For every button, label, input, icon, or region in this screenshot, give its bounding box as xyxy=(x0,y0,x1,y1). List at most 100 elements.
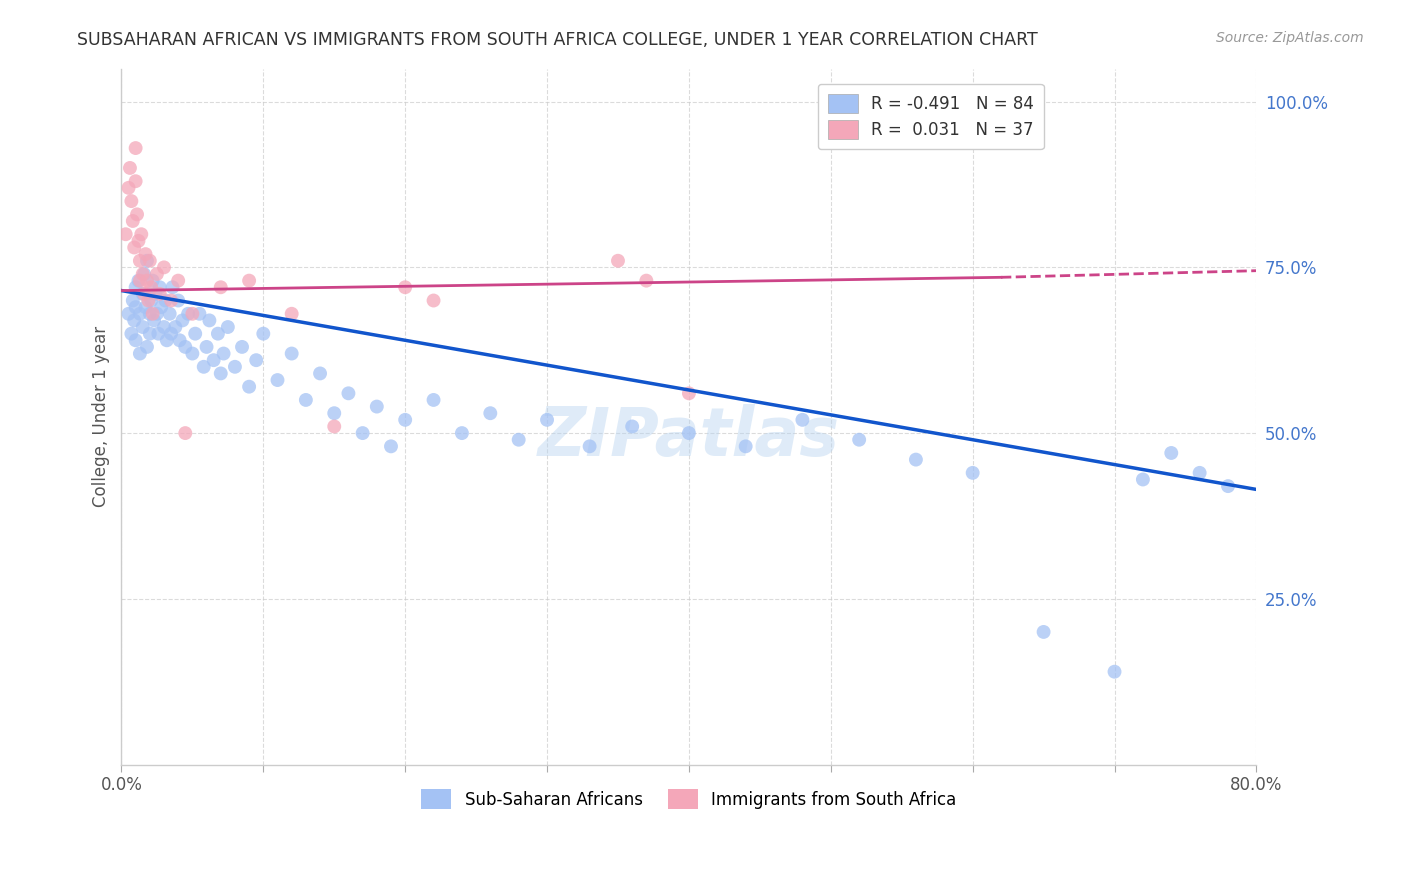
Point xyxy=(138,293,160,308)
Point xyxy=(337,386,360,401)
Point xyxy=(252,326,274,341)
Point xyxy=(139,307,162,321)
Point xyxy=(124,280,146,294)
Point xyxy=(394,413,416,427)
Legend: Sub-Saharan Africans, Immigrants from South Africa: Sub-Saharan Africans, Immigrants from So… xyxy=(415,783,963,815)
Point xyxy=(145,286,167,301)
Point xyxy=(238,274,260,288)
Point xyxy=(132,320,155,334)
Point xyxy=(136,340,159,354)
Point xyxy=(125,207,148,221)
Point xyxy=(231,340,253,354)
Point xyxy=(181,346,204,360)
Point xyxy=(120,194,142,208)
Point xyxy=(153,320,176,334)
Point xyxy=(636,274,658,288)
Point xyxy=(209,367,232,381)
Point xyxy=(128,274,150,288)
Point xyxy=(323,406,346,420)
Point xyxy=(124,141,146,155)
Point xyxy=(167,274,190,288)
Point xyxy=(266,373,288,387)
Point xyxy=(167,293,190,308)
Point xyxy=(160,326,183,341)
Point xyxy=(904,452,927,467)
Point xyxy=(138,286,160,301)
Point xyxy=(117,307,139,321)
Point xyxy=(118,161,141,175)
Point xyxy=(193,359,215,374)
Point xyxy=(135,300,157,314)
Point xyxy=(139,253,162,268)
Point xyxy=(135,247,157,261)
Point xyxy=(607,253,630,268)
Point xyxy=(120,326,142,341)
Point xyxy=(141,280,163,294)
Point xyxy=(224,359,246,374)
Point xyxy=(792,413,814,427)
Point xyxy=(124,300,146,314)
Point xyxy=(280,307,302,321)
Point xyxy=(127,234,149,248)
Point xyxy=(209,280,232,294)
Point xyxy=(129,227,152,242)
Point xyxy=(121,214,143,228)
Point xyxy=(848,433,870,447)
Point xyxy=(149,286,172,301)
Point xyxy=(142,274,165,288)
Point xyxy=(578,439,600,453)
Point xyxy=(734,439,756,453)
Point xyxy=(149,280,172,294)
Point xyxy=(479,406,502,420)
Point xyxy=(121,293,143,308)
Point xyxy=(156,333,179,347)
Point xyxy=(136,274,159,288)
Point xyxy=(128,307,150,321)
Point xyxy=(212,346,235,360)
Point xyxy=(678,386,700,401)
Point xyxy=(159,307,181,321)
Point xyxy=(139,326,162,341)
Point xyxy=(177,307,200,321)
Point xyxy=(536,413,558,427)
Point xyxy=(142,307,165,321)
Point xyxy=(122,313,145,327)
Text: ZIPatlas: ZIPatlas xyxy=(538,404,839,470)
Point xyxy=(323,419,346,434)
Point xyxy=(217,320,239,334)
Point xyxy=(160,293,183,308)
Point xyxy=(172,313,194,327)
Point xyxy=(134,286,156,301)
Point xyxy=(422,293,444,308)
Point xyxy=(1104,665,1126,679)
Point xyxy=(678,426,700,441)
Point xyxy=(380,439,402,453)
Point xyxy=(174,426,197,441)
Point xyxy=(174,340,197,354)
Point xyxy=(422,392,444,407)
Point xyxy=(136,253,159,268)
Point xyxy=(141,293,163,308)
Point xyxy=(132,286,155,301)
Point xyxy=(1132,473,1154,487)
Point xyxy=(295,392,318,407)
Point xyxy=(114,227,136,242)
Point xyxy=(198,313,221,327)
Y-axis label: College, Under 1 year: College, Under 1 year xyxy=(93,326,110,507)
Point xyxy=(143,313,166,327)
Point xyxy=(195,340,218,354)
Point xyxy=(280,346,302,360)
Point xyxy=(238,380,260,394)
Point xyxy=(202,353,225,368)
Point xyxy=(188,307,211,321)
Text: Source: ZipAtlas.com: Source: ZipAtlas.com xyxy=(1216,31,1364,45)
Point xyxy=(962,466,984,480)
Point xyxy=(394,280,416,294)
Point xyxy=(134,267,156,281)
Point xyxy=(451,426,474,441)
Point xyxy=(146,267,169,281)
Point xyxy=(128,346,150,360)
Point xyxy=(124,174,146,188)
Point xyxy=(1216,479,1239,493)
Point xyxy=(117,181,139,195)
